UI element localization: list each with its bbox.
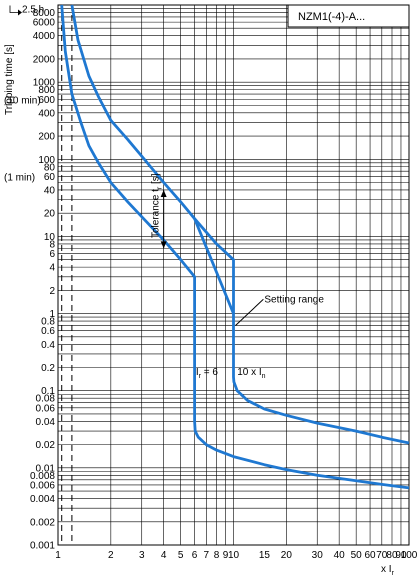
series-curve-2 [70, 4, 410, 445]
x-tick-label: 9 [223, 550, 229, 561]
y-extra-label: 2.5 h [22, 5, 44, 16]
y-tick-label: 2 [49, 286, 55, 297]
x-tick-label: 90 [395, 550, 407, 561]
y-tick-label: 800 [38, 85, 55, 96]
y-tick-label: 0.4 [41, 340, 55, 351]
x-tick-label: 8 [214, 550, 220, 561]
y-tick-label: 4 [49, 263, 55, 274]
annotation-label: Tolerance tr [s] [151, 173, 164, 238]
x-axis-label-sub: r [392, 570, 395, 577]
y-tick-label: 0.08 [36, 394, 56, 405]
annotation-text: 10 x I [237, 367, 261, 378]
annotation-sub: n [262, 373, 266, 380]
y-tick-label: 10 [44, 232, 56, 243]
annotation-label: Setting range [264, 294, 324, 305]
annotation-text: I [196, 367, 199, 378]
y-tick-label: 600 [38, 95, 55, 106]
y-tick-label: 1000 [33, 78, 56, 89]
y-tick-label: 100 [38, 155, 55, 166]
y-tick-label: 200 [38, 132, 55, 143]
grid [57, 4, 410, 546]
y-tick-label: 20 [44, 209, 56, 220]
x-tick-label: 15 [259, 550, 271, 561]
x-axis-label: x Ir [381, 564, 395, 577]
y-tick-label: 0.2 [41, 363, 55, 374]
x-tick-label: 20 [281, 550, 293, 561]
time-marker-arrow [18, 9, 22, 16]
annotation-sub: r [157, 186, 164, 189]
title-box [287, 4, 410, 28]
x-tick-label: 2 [108, 550, 114, 561]
y-tick-label: 0.006 [30, 480, 55, 491]
y-extra-label: (1 min) [4, 172, 35, 183]
y-tick-label: 6 [49, 249, 55, 260]
series-curve-1 [60, 4, 410, 490]
y-tick-label: 0.004 [30, 494, 55, 505]
y-tick-label: 0.01 [36, 463, 56, 474]
y-tick-label: 8 [49, 239, 55, 250]
x-tick-label: 7 [204, 550, 210, 561]
tolerance-arrow-head-top [160, 189, 167, 197]
annotation-text: Tolerance t [151, 189, 162, 238]
y-axis-label: Tripping time [s] [4, 44, 15, 115]
time-marker-bracket [9, 5, 18, 13]
y-tick-label: 60 [44, 172, 56, 183]
curves [60, 4, 410, 490]
y-extra-label: (10 min) [4, 95, 41, 106]
tolerance-arrow-head-bottom [160, 241, 167, 249]
y-tick-label: 1 [49, 309, 55, 320]
x-tick-label: 40 [334, 550, 346, 561]
series-curve-3 [193, 218, 235, 315]
y-tick-label: 0.6 [41, 326, 55, 337]
x-tick-label: 100 [401, 550, 418, 561]
y-tick-label: 40 [44, 185, 56, 196]
annotation-label: Ir = 6 [196, 367, 219, 380]
tick-labels: 1 2 3 4 5 6 7 8 9 10 15 20 30 40 50 60 70 80901000.0010.0… [4, 5, 418, 561]
plot-frame [57, 4, 410, 546]
x-tick-label: 5 [178, 550, 184, 561]
setting-range-leader [235, 298, 264, 326]
y-tick-label: 80 [44, 162, 56, 173]
x-axis-label-main: x I [381, 564, 392, 575]
annotation-label: 10 x In [237, 367, 265, 380]
x-tick-label: 60 [365, 550, 377, 561]
y-tick-label: 0.001 [30, 541, 55, 552]
x-tick-label: 80 [386, 550, 398, 561]
y-tick-label: 0.008 [30, 471, 55, 482]
x-tick-label: 3 [139, 550, 145, 561]
annotation-sub: r [199, 373, 202, 380]
y-tick-label: 2000 [33, 54, 56, 65]
y-tick-label: 0.06 [36, 403, 56, 414]
y-tick-label: 0.002 [30, 517, 55, 528]
y-tick-label: 0.04 [36, 417, 56, 428]
annotation-suffix: = 6 [201, 367, 218, 378]
y-tick-label: 0.1 [41, 386, 55, 397]
x-tick-label: 1 [55, 550, 61, 561]
y-tick-label: 0.02 [36, 440, 56, 451]
x-tick-label: 30 [312, 550, 324, 561]
y-tick-label: 0.8 [41, 317, 55, 328]
chart-title: NZM1(-4)-A... [298, 11, 365, 23]
x-tick-label: 70 [376, 550, 388, 561]
x-tick-label: 4 [161, 550, 167, 561]
y-tick-label: 400 [38, 108, 55, 119]
y-tick-label: 6000 [33, 18, 56, 29]
x-tick-label: 10 [228, 550, 240, 561]
x-tick-label: 6 [192, 550, 198, 561]
annotation-text: Setting range [264, 294, 324, 305]
annotation-suffix: [s] [151, 173, 162, 187]
x-tick-label: 50 [351, 550, 363, 561]
y-tick-label: 4000 [33, 31, 56, 42]
y-tick-label: 8000 [33, 8, 56, 19]
